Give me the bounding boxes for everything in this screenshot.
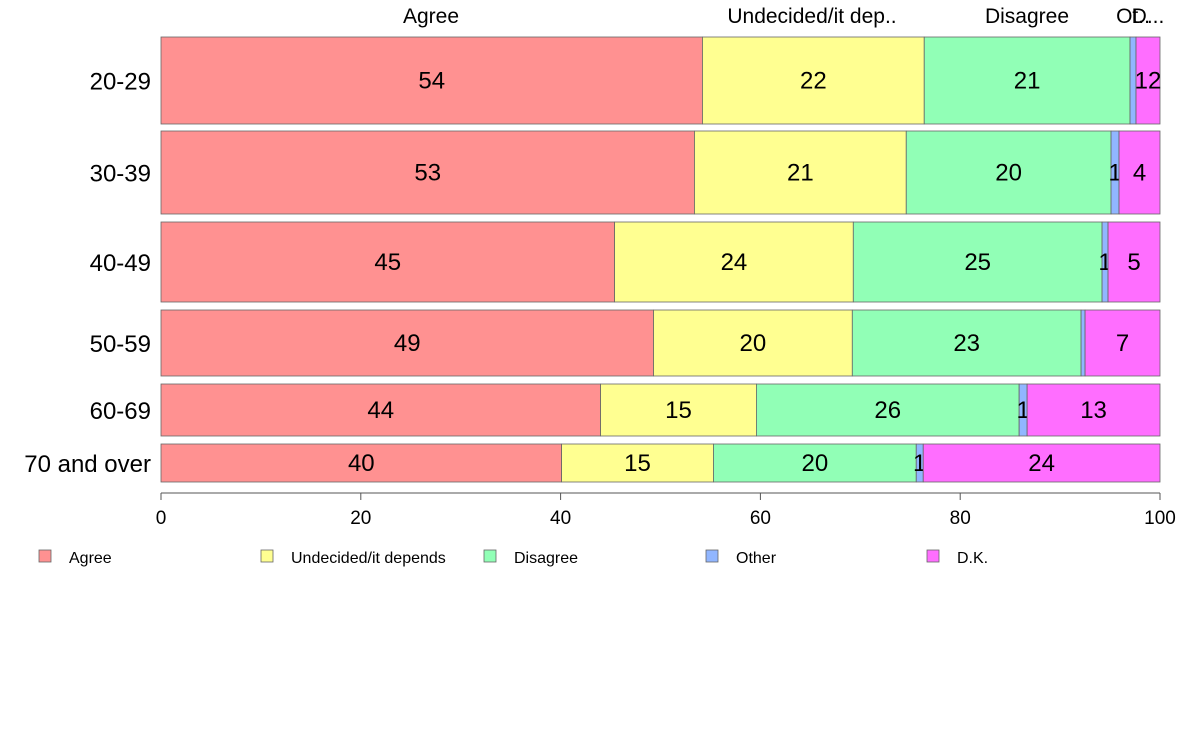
data-label: 49 bbox=[394, 330, 421, 357]
data-label: 13 bbox=[1080, 397, 1107, 424]
bar-segment bbox=[160, 383, 601, 437]
category-label: 60-69 bbox=[90, 398, 151, 425]
x-tick-label: 100 bbox=[1144, 508, 1176, 529]
data-label: 22 bbox=[800, 68, 827, 95]
x-tick-label: 40 bbox=[550, 508, 571, 529]
legend-label: D.K. bbox=[957, 550, 988, 567]
bar-segment bbox=[1118, 130, 1161, 215]
bar-segment bbox=[1026, 383, 1161, 437]
bar-segment bbox=[756, 383, 1020, 437]
data-label: 12 bbox=[1135, 68, 1162, 95]
data-label: 1 bbox=[1108, 160, 1121, 187]
top-series-label: Agree bbox=[403, 5, 459, 28]
data-label: 45 bbox=[374, 249, 401, 276]
data-label: 7 bbox=[1116, 330, 1129, 357]
bar-segment bbox=[1135, 36, 1161, 125]
data-label: 24 bbox=[1028, 450, 1055, 477]
bar-segment bbox=[160, 130, 695, 215]
bar-segment bbox=[160, 221, 615, 303]
bar-segment bbox=[561, 443, 714, 483]
category-label: 50-59 bbox=[90, 331, 151, 358]
data-label: 24 bbox=[721, 249, 748, 276]
data-label: 15 bbox=[624, 450, 651, 477]
top-series-label: Undecided/it dep.. bbox=[727, 5, 896, 28]
legend-label: Disagree bbox=[514, 550, 578, 567]
data-label: 20 bbox=[740, 330, 767, 357]
legend-label: Agree bbox=[69, 550, 112, 567]
data-label: 26 bbox=[874, 397, 901, 424]
data-label: 15 bbox=[665, 397, 692, 424]
legend-swatch bbox=[483, 549, 497, 563]
bar-segment bbox=[1107, 221, 1161, 303]
bar-segment bbox=[702, 36, 925, 125]
data-label: 21 bbox=[787, 160, 814, 187]
data-label: 25 bbox=[964, 249, 991, 276]
data-label: 40 bbox=[348, 450, 375, 477]
category-label: 70 and over bbox=[24, 451, 151, 478]
bar-segment bbox=[923, 36, 1131, 125]
bar-segment bbox=[653, 309, 853, 377]
bar-segment bbox=[922, 443, 1161, 483]
legend-label: Other bbox=[736, 550, 777, 567]
top-series-label: Ot.. bbox=[1116, 5, 1150, 28]
x-tick-label: 80 bbox=[950, 508, 971, 529]
category-label: 30-39 bbox=[90, 161, 151, 188]
category-label: 40-49 bbox=[90, 250, 151, 277]
bar-segment bbox=[1080, 309, 1086, 377]
bar-segment bbox=[614, 221, 854, 303]
bar-segment bbox=[160, 309, 654, 377]
data-label: 20 bbox=[801, 450, 828, 477]
data-label: 5 bbox=[1127, 249, 1140, 276]
bar-segment bbox=[600, 383, 757, 437]
legend-swatch bbox=[260, 549, 274, 563]
data-label: 1 bbox=[1016, 397, 1029, 424]
data-label: 44 bbox=[367, 397, 394, 424]
legend-swatch bbox=[38, 549, 52, 563]
bar-segment bbox=[851, 309, 1082, 377]
x-tick-label: 60 bbox=[750, 508, 771, 529]
bar-segment bbox=[160, 36, 703, 125]
legend-swatch bbox=[705, 549, 719, 563]
bar-segment bbox=[694, 130, 907, 215]
category-label: 20-29 bbox=[90, 69, 151, 96]
x-tick-label: 20 bbox=[350, 508, 371, 529]
data-label: 53 bbox=[414, 160, 441, 187]
data-label: 20 bbox=[995, 160, 1022, 187]
legend-label: Undecided/it depends bbox=[291, 550, 446, 567]
x-tick-label: 0 bbox=[156, 508, 167, 529]
data-label: 23 bbox=[953, 330, 980, 357]
bar-segment bbox=[905, 130, 1112, 215]
bar-segment bbox=[713, 443, 917, 483]
top-series-label: D... bbox=[1132, 5, 1165, 28]
data-label: 4 bbox=[1133, 160, 1146, 187]
data-label: 54 bbox=[418, 68, 445, 95]
legend-swatch bbox=[926, 549, 940, 563]
bar-segment bbox=[1084, 309, 1161, 377]
data-label: 21 bbox=[1014, 68, 1041, 95]
top-series-label: Disagree bbox=[985, 5, 1069, 28]
